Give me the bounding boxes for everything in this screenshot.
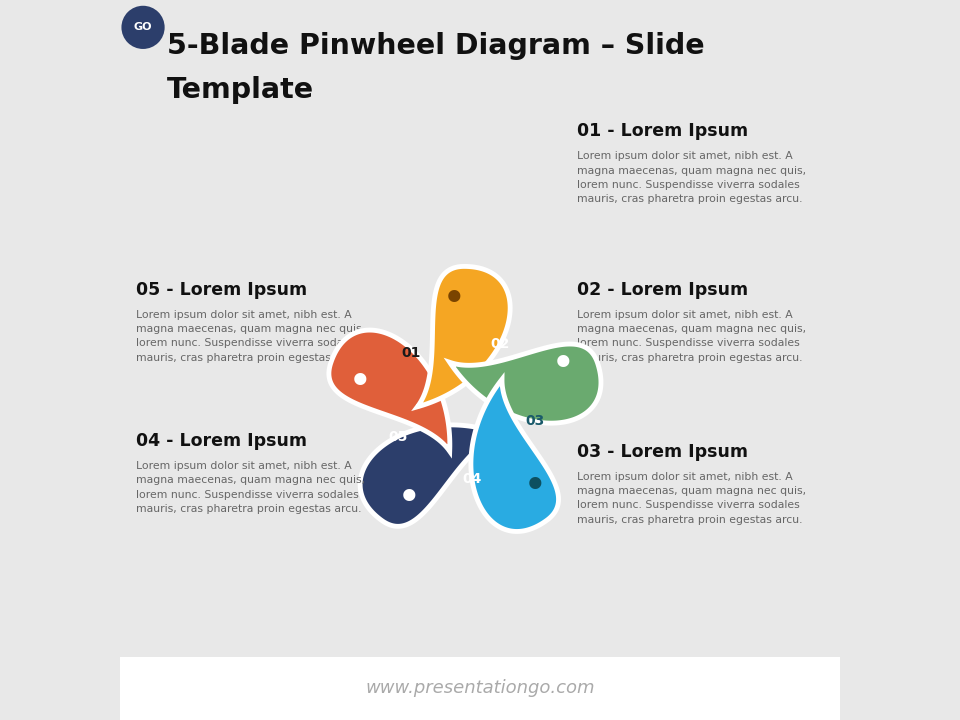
Polygon shape: [449, 344, 601, 423]
Circle shape: [121, 6, 165, 49]
Text: 03 - Lorem Ipsum: 03 - Lorem Ipsum: [577, 443, 748, 461]
Text: •: •: [550, 343, 575, 386]
Text: 01 - Lorem Ipsum: 01 - Lorem Ipsum: [577, 122, 749, 140]
Text: www.presentationgo.com: www.presentationgo.com: [365, 680, 595, 697]
Text: Lorem ipsum dolor sit amet, nibh est. A
magna maecenas, quam magna nec quis,
lor: Lorem ipsum dolor sit amet, nibh est. A …: [577, 310, 806, 363]
Text: Lorem ipsum dolor sit amet, nibh est. A
magna maecenas, quam magna nec quis,
lor: Lorem ipsum dolor sit amet, nibh est. A …: [136, 461, 365, 514]
Text: •: •: [522, 467, 547, 508]
Text: Lorem ipsum dolor sit amet, nibh est. A
magna maecenas, quam magna nec quis,
lor: Lorem ipsum dolor sit amet, nibh est. A …: [136, 310, 365, 363]
Text: 02 - Lorem Ipsum: 02 - Lorem Ipsum: [577, 281, 749, 299]
Text: 5-Blade Pinwheel Diagram – Slide: 5-Blade Pinwheel Diagram – Slide: [167, 32, 705, 60]
Text: Lorem ipsum dolor sit amet, nibh est. A
magna maecenas, quam magna nec quis,
lor: Lorem ipsum dolor sit amet, nibh est. A …: [577, 472, 806, 525]
Text: 01: 01: [401, 346, 420, 361]
Text: 02: 02: [491, 337, 510, 351]
Text: GO: GO: [133, 22, 153, 32]
Bar: [120, 657, 840, 720]
Text: •: •: [397, 478, 421, 520]
Text: 05: 05: [389, 430, 408, 444]
Text: 04: 04: [463, 472, 482, 485]
Text: 05 - Lorem Ipsum: 05 - Lorem Ipsum: [136, 281, 307, 299]
Text: Lorem ipsum dolor sit amet, nibh est. A
magna maecenas, quam magna nec quis,
lor: Lorem ipsum dolor sit amet, nibh est. A …: [577, 151, 806, 204]
Text: 03: 03: [525, 415, 544, 428]
Polygon shape: [360, 425, 502, 526]
Text: •: •: [443, 279, 467, 321]
Text: Template: Template: [167, 76, 314, 104]
Text: 04 - Lorem Ipsum: 04 - Lorem Ipsum: [136, 432, 307, 450]
Text: •: •: [348, 362, 372, 404]
Polygon shape: [329, 330, 450, 451]
Polygon shape: [418, 266, 510, 407]
Polygon shape: [471, 379, 559, 531]
